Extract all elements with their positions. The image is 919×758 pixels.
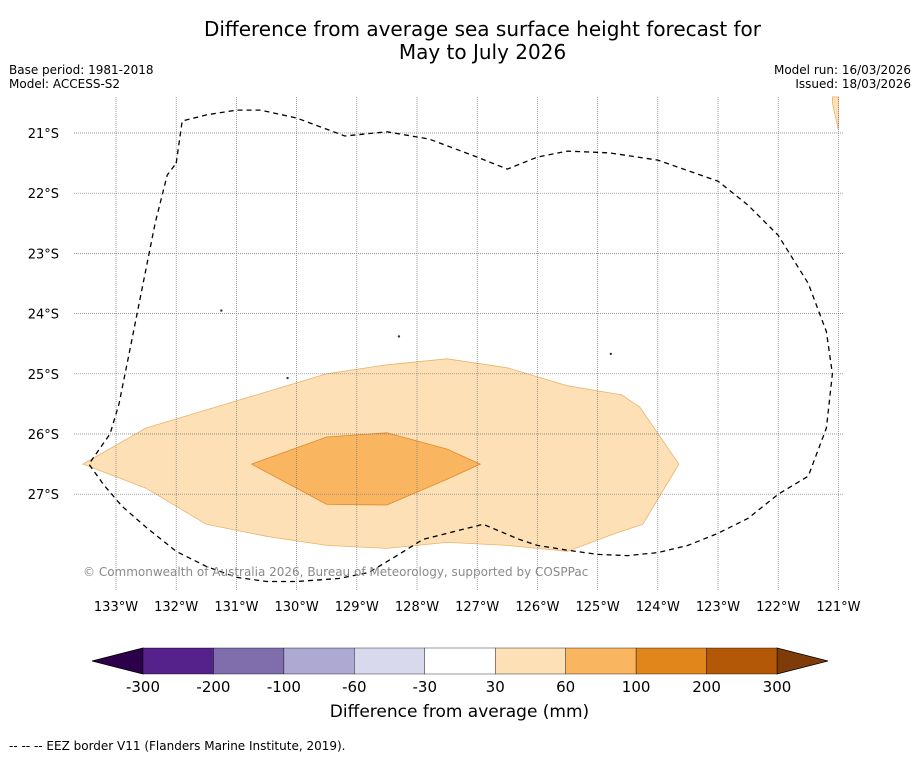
- colorbar-title: Difference from average (mm): [329, 702, 590, 722]
- eez-border: [88, 109, 834, 583]
- lon-label: 127°W: [455, 600, 499, 615]
- title-line-1: Difference from average sea surface heig…: [203, 17, 762, 41]
- contour-layer: [81, 96, 839, 552]
- colorbar-swatch: [706, 647, 778, 675]
- positive-60-100-region: [250, 432, 482, 506]
- lon-label: 133°W: [94, 600, 138, 615]
- colorbar-tick-label: 30: [486, 678, 505, 696]
- title-line-2: May to July 2026: [398, 40, 567, 64]
- lon-labels: 133°W 132°W 131°W 130°W 129°W 128°W 127°W 126°W…: [94, 600, 861, 615]
- island-speck: [220, 309, 223, 312]
- colorbar-under-arrow: [91, 647, 144, 675]
- colorbar-tick-label: -200: [196, 678, 230, 696]
- colorbar-tick-label: -30: [413, 678, 438, 696]
- colorbar-tick-label: 200: [692, 678, 721, 696]
- island-speck: [397, 335, 401, 338]
- model-run: Model run: 16/03/2026: [773, 63, 911, 77]
- colorbar-ticks: -300 -200 -100 -60 -30 30 60 100 200 300: [126, 678, 791, 696]
- colorbar-tick-label: 60: [556, 678, 575, 696]
- colorbar-swatches: [91, 647, 829, 675]
- meta-right: Model run: 16/03/2026 Issued: 18/03/2026: [774, 63, 911, 91]
- model-name: Model: ACCESS-S2: [9, 77, 121, 91]
- colorbar-tick-label: 300: [763, 678, 792, 696]
- small-islands: [220, 309, 613, 380]
- lon-label: 131°W: [214, 600, 258, 615]
- lat-label: 24°S: [28, 308, 59, 323]
- lat-label: 21°S: [28, 127, 59, 142]
- colorbar-over-arrow: [776, 647, 829, 675]
- colorbar-swatch: [213, 647, 285, 675]
- lon-label: 123°W: [696, 600, 740, 615]
- lat-label: 22°S: [28, 187, 59, 202]
- lat-labels: 21°S 22°S 23°S 24°S 25°S 26°S 27°S: [28, 127, 59, 503]
- lon-label: 128°W: [395, 600, 439, 615]
- colorbar-swatch: [283, 647, 355, 675]
- issued-date: Issued: 18/03/2026: [795, 77, 911, 91]
- base-period: Base period: 1981-2018: [9, 63, 154, 77]
- colorbar-tick-label: -60: [342, 678, 367, 696]
- lon-label: 132°W: [154, 600, 198, 615]
- lat-label: 23°S: [28, 247, 59, 262]
- lon-label: 122°W: [756, 600, 800, 615]
- top-right-30-60-patch: [832, 96, 839, 131]
- map-panel: 21°S22°S23°S24°S25°S26°S27°S 133°W 132°W 1…: [28, 96, 861, 615]
- lon-label: 124°W: [636, 600, 680, 615]
- lon-label: 125°W: [576, 600, 620, 615]
- island-speck: [286, 376, 289, 380]
- lon-label: 130°W: [275, 600, 319, 615]
- colorbar-swatch: [354, 647, 425, 675]
- lat-label: 25°S: [28, 368, 59, 383]
- graticule: [74, 97, 843, 590]
- copyright-notice: © Commonwealth of Australia 2026, Bureau…: [83, 565, 589, 579]
- colorbar-swatch: [495, 647, 566, 675]
- lat-label: 26°S: [28, 428, 59, 443]
- lon-label: 126°W: [515, 600, 559, 615]
- lon-label: 129°W: [335, 600, 379, 615]
- colorbar-tick-label: -300: [126, 678, 160, 696]
- island-speck: [609, 352, 613, 356]
- colorbar-swatch: [142, 647, 214, 675]
- meta-left: Base period: 1981-2018 Model: ACCESS-S2: [9, 63, 154, 91]
- colorbar-tick-label: 100: [622, 678, 651, 696]
- map-title: Difference from average sea surface heig…: [0, 18, 919, 64]
- footer-note: -- -- -- EEZ border V11 (Flanders Marine…: [9, 739, 346, 753]
- colorbar-swatch: [424, 647, 496, 675]
- colorbar-tick-label: -100: [267, 678, 301, 696]
- colorbar-swatch: [565, 647, 637, 675]
- lat-label: 27°S: [28, 488, 59, 503]
- lon-label: 121°W: [816, 600, 860, 615]
- colorbar-swatch: [635, 647, 707, 675]
